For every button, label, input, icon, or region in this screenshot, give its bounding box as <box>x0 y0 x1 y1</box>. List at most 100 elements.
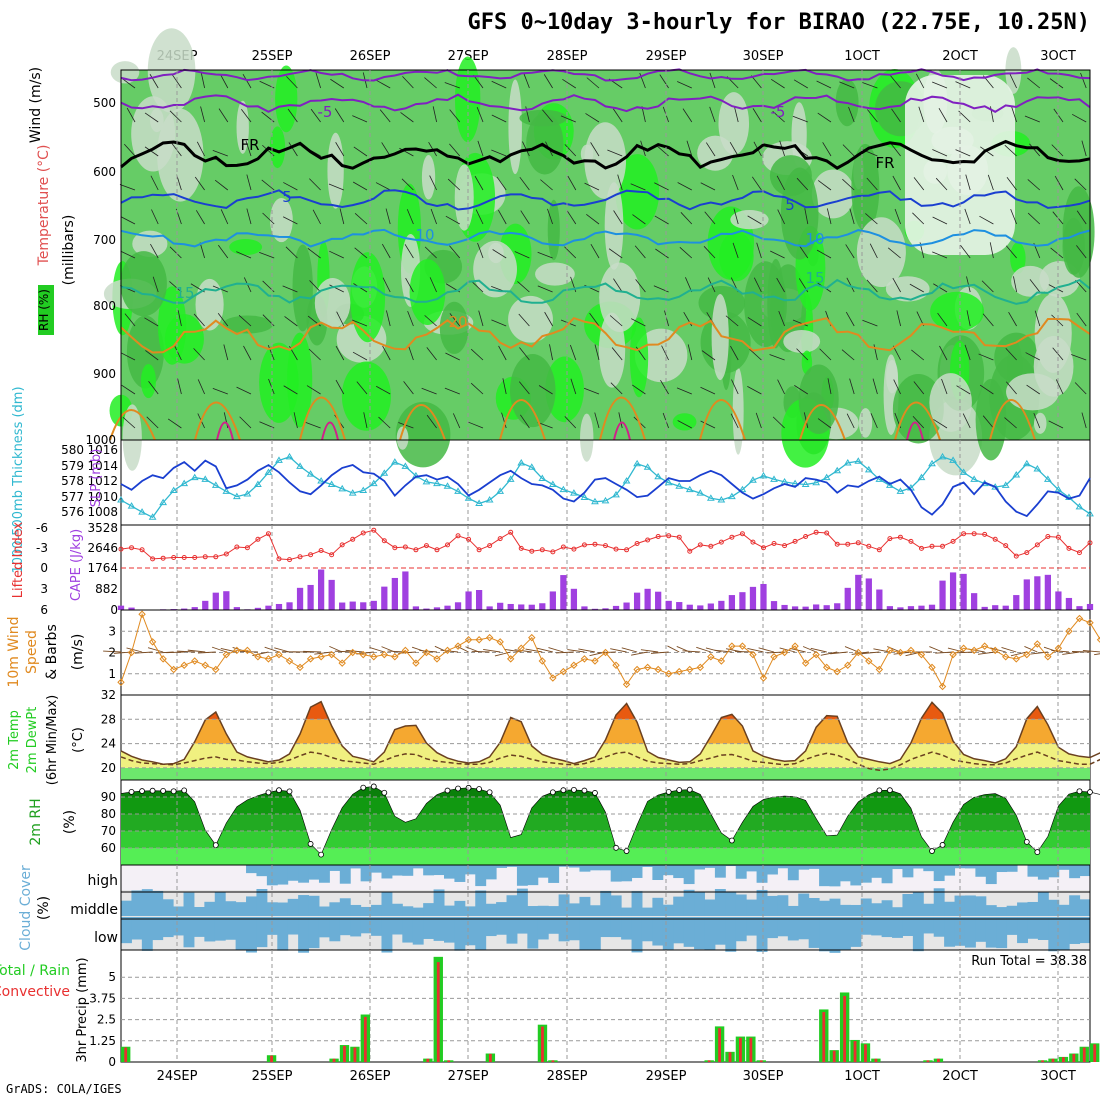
slp-marker <box>527 463 536 470</box>
cloud-middle-bar <box>454 900 466 916</box>
cloud-high-bar <box>881 865 893 884</box>
wind-barb <box>564 144 577 157</box>
cape-bar <box>612 605 620 610</box>
slp-marker <box>380 469 389 476</box>
cloud-middle-bar <box>402 906 414 916</box>
wind-barb <box>149 74 159 89</box>
cloud-low-bar <box>298 917 310 953</box>
wind10-marker <box>275 650 283 659</box>
wind-barb <box>124 313 136 327</box>
rh-patch <box>730 210 769 230</box>
cloud-middle-bar <box>892 907 903 916</box>
wind10-barb <box>134 651 153 654</box>
wind10-barb <box>303 650 322 653</box>
wind-barb <box>682 108 693 123</box>
slp-tick-label: 1016 <box>87 443 118 457</box>
contour-25 <box>699 399 746 441</box>
cape-bar <box>886 606 894 610</box>
wind-barb <box>519 347 530 361</box>
contour-5 <box>120 189 1091 211</box>
cloud-low-bar <box>662 917 674 950</box>
cloud-middle-bar <box>1079 899 1091 916</box>
thickness-tick-label: 578 <box>61 474 84 488</box>
cloud-middle-bar <box>704 899 716 916</box>
rh-patch <box>1034 293 1072 373</box>
rh-marker <box>455 785 461 792</box>
slp-marker <box>970 475 979 482</box>
date-label-bottom: 2OCT <box>942 1069 978 1084</box>
cape-bar <box>1076 606 1083 610</box>
slp-tick-label: 1008 <box>87 505 118 519</box>
temp-ylabel-1: 2m Temp <box>7 710 22 770</box>
precip-convective-bar <box>749 1037 753 1062</box>
cloud-low-bar <box>235 917 247 951</box>
cloud-low-bar <box>652 917 664 946</box>
wind-barb <box>958 110 971 123</box>
wind10-marker <box>917 650 926 659</box>
cape-bar <box>475 590 483 610</box>
contour-10 <box>120 228 1091 248</box>
wind10-marker <box>801 659 810 667</box>
cloud-middle-bar <box>673 896 685 916</box>
cape-bar <box>202 600 209 610</box>
wind10-barb <box>610 648 627 653</box>
cape-bar <box>444 605 451 610</box>
wind-barb <box>981 280 994 293</box>
slp-marker <box>591 497 599 505</box>
wind10-marker <box>854 648 862 657</box>
li-marker <box>518 545 524 551</box>
wind-barb <box>543 74 553 89</box>
wind-barb <box>309 178 321 191</box>
cloud-low-bar <box>152 917 164 941</box>
cape-bar <box>855 574 862 610</box>
wind10-barb <box>650 651 669 654</box>
cloud-middle-bar <box>850 904 862 916</box>
cloud-low-bar <box>485 917 497 937</box>
cloud-low-bar <box>1037 917 1049 940</box>
slp-marker <box>180 479 189 487</box>
wind-barb <box>564 416 577 429</box>
rh-patch <box>454 164 474 231</box>
wind-barb <box>590 142 600 157</box>
precip-convective-bar <box>270 1055 273 1062</box>
wind-barb <box>403 381 414 395</box>
cape-bar <box>254 607 262 610</box>
wind-barb <box>560 115 576 123</box>
rh-patch <box>584 122 627 199</box>
wind-barb <box>268 378 275 395</box>
wind-barb <box>962 413 971 429</box>
rh-patch <box>711 293 729 381</box>
rh-patch <box>1010 242 1026 275</box>
wind-barb <box>677 81 692 89</box>
cloud-middle-bar <box>423 903 435 916</box>
wind-barb <box>632 214 646 225</box>
rh-patch <box>599 262 641 332</box>
cloud-middle-bar <box>600 891 612 916</box>
wind10-tick-label: 2 <box>108 646 116 660</box>
rh-marker <box>728 837 735 844</box>
wind-barb <box>966 276 971 293</box>
cloud-low-bar <box>871 917 883 936</box>
wind-barb <box>1025 352 1040 361</box>
cloud-middle-bar <box>548 906 560 916</box>
temp-tick-label: 32 <box>101 688 116 702</box>
precip-convective-bar <box>447 1060 451 1062</box>
wind-barb <box>242 73 252 89</box>
cloud-low-bar <box>787 917 799 941</box>
li-marker <box>592 541 598 547</box>
cloud-middle-bar <box>996 907 1008 916</box>
rh-patch <box>1033 412 1047 434</box>
cloud-high-bar <box>600 865 612 871</box>
cloud-high-bar <box>829 865 841 887</box>
rh-patch <box>783 329 821 353</box>
cape-bar <box>918 605 925 610</box>
thickness-tick-label: 580 <box>61 443 84 457</box>
wind-barb <box>733 106 739 123</box>
rh-marker <box>876 787 883 794</box>
wind10-marker <box>559 667 568 676</box>
thickness-tick-label: 579 <box>61 459 84 473</box>
cloud-high-bar <box>735 865 747 879</box>
wind10-marker <box>886 646 894 655</box>
wind10-marker <box>728 642 736 650</box>
wind10-barb <box>1062 651 1080 655</box>
